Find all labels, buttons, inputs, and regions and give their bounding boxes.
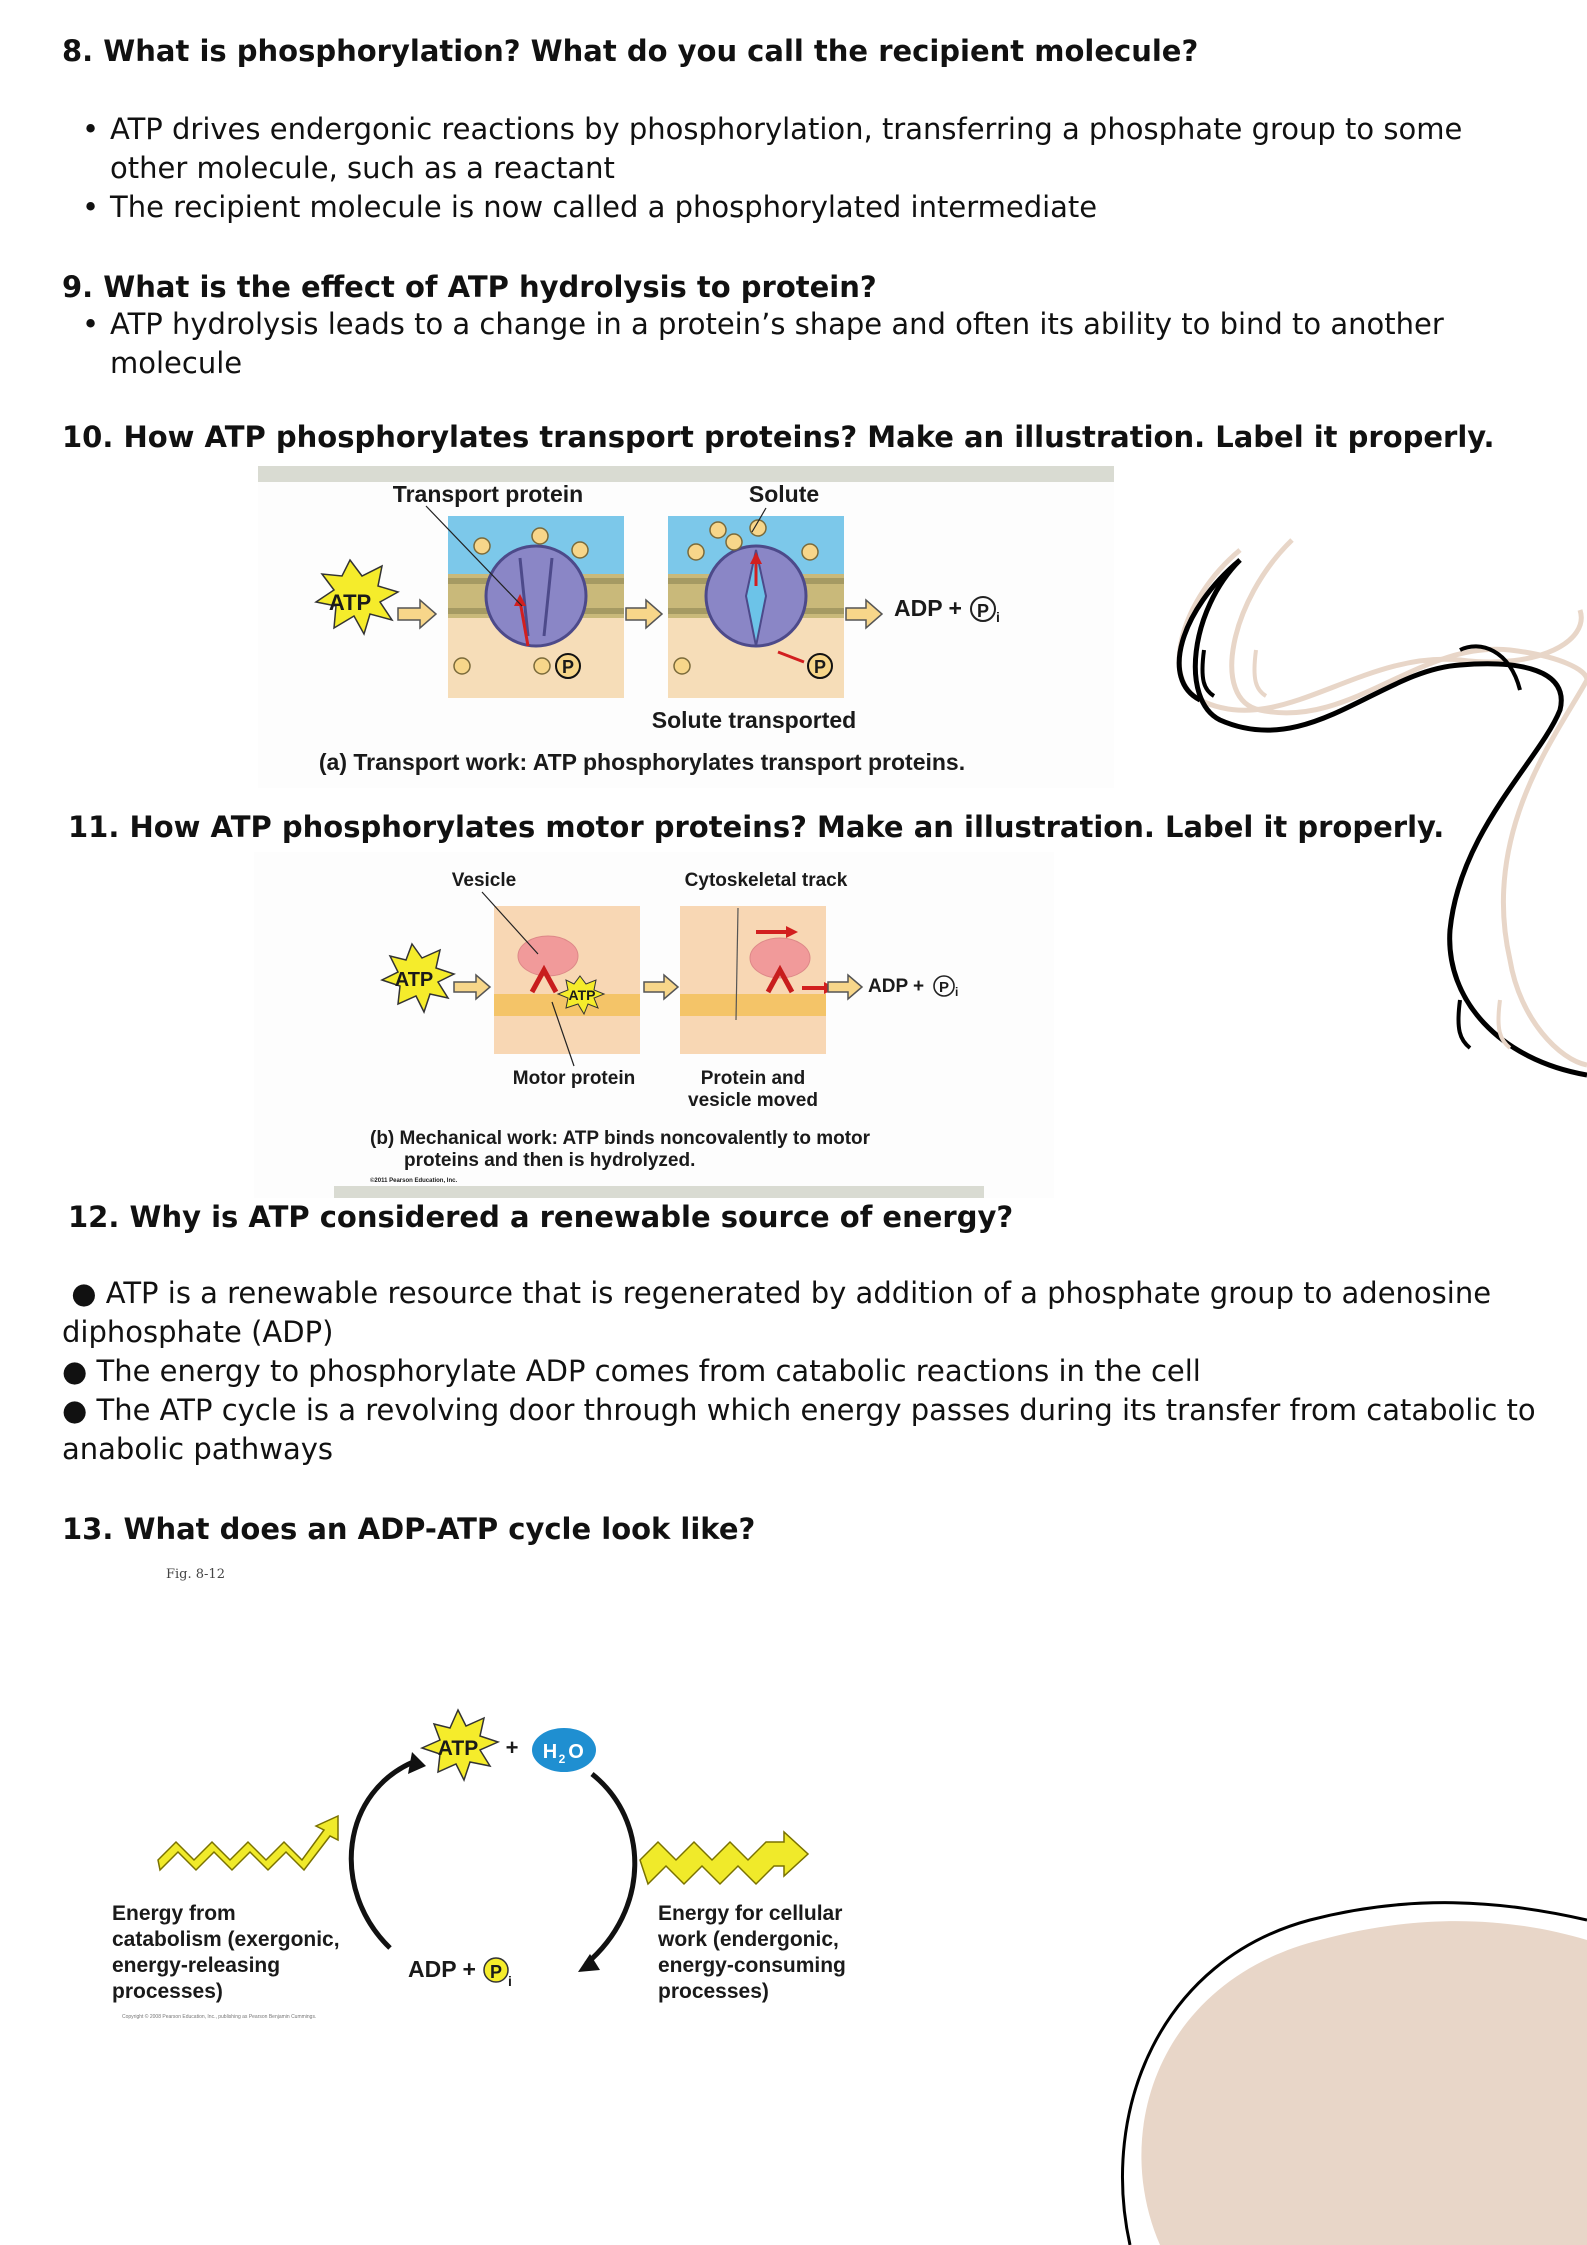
list-item: ● The energy to phosphorylate ADP comes … [62,1354,1201,1388]
decorative-blob [1121,1901,1587,2245]
adp-label: ADP + [868,976,924,997]
q13-title: 13. What does an ADP-ATP cycle look like… [62,1512,756,1546]
arrow-right-icon [625,598,664,630]
motion-arrow-icon [756,926,798,938]
copyright-text: ©2011 Pearson Education, Inc. [370,1177,457,1184]
left-text-4: processes) [112,1980,223,2003]
svg-text:P: P [490,1962,502,1982]
left-text-1: Energy from [112,1902,236,1925]
transport-figure: P P ATP Transport protein Solute ADP + P… [258,466,1114,788]
atp-star [314,558,400,636]
energy-zigzag-right [639,1830,810,1886]
motor-protein-figure: ATP ATP Vesicle Cytoskeletal track ADP +… [254,852,1054,1198]
q8-bullets: ATP drives endergonic reactions by phosp… [62,110,1482,227]
atp-cycle-figure: Fig. 8-12 ATP + H 2 O ADP + P i Energy f… [100,1560,900,2040]
bullet-icon: ● [71,1276,97,1310]
q9-title: 9. What is the effect of ATP hydrolysis … [62,270,877,304]
right-text-3: energy-consuming [658,1954,846,1977]
solute-dots [453,519,819,675]
right-text-1: Energy for cellular [658,1902,842,1925]
moved-label-2: vesicle moved [688,1090,818,1111]
adp-label: ADP + [894,595,962,621]
list-item: ATP drives endergonic reactions by phosp… [62,110,1482,188]
energy-zigzag-left [157,1814,339,1872]
cycle-arc-right [584,1772,638,1966]
svg-text:i: i [955,985,958,999]
svg-text:ATP: ATP [569,987,596,1003]
transport-protein-label: Transport protein [393,481,583,507]
list-item: ATP hydrolysis leads to a change in a pr… [62,305,1542,383]
arrow-right-icon [827,973,864,1001]
figure-top-bar [258,466,1114,482]
svg-text:P: P [562,657,574,677]
copyright-text: Copyright © 2008 Pearson Education, Inc.… [122,2013,316,2020]
q10-title: 10. How ATP phosphorylates transport pro… [62,420,1495,454]
list-item: ● ATP is a renewable resource that is re… [62,1276,1492,1349]
q11-title: 11. How ATP phosphorylates motor protein… [68,810,1445,844]
q12-lines: ● ATP is a renewable resource that is re… [62,1274,1562,1469]
svg-text:+: + [506,1735,519,1760]
figure-bottom-bar [334,1186,984,1198]
left-text-3: energy-releasing [112,1954,280,1977]
list-item: The recipient molecule is now called a p… [62,188,1482,227]
arrow-right-icon [643,973,680,1001]
water-circle [532,1728,596,1772]
motor-caption-2: proteins and then is hydrolyzed. [404,1150,695,1171]
motor-protein-shape [529,964,559,994]
right-text-4: processes) [658,1980,769,2003]
motor-caption-1: (b) Mechanical work: ATP binds noncovale… [370,1128,871,1149]
bullet-icon: ● [62,1354,88,1388]
bullet-icon: ● [62,1393,88,1427]
arrow-right-icon [397,598,438,630]
atp-star [419,1708,501,1782]
fig-label: Fig. 8-12 [166,1567,225,1582]
svg-text:i: i [508,1973,512,1989]
solute-label: Solute [749,481,819,507]
svg-text:O: O [568,1741,584,1763]
svg-text:ATP: ATP [329,590,371,615]
atp-star [380,942,456,1014]
moved-label-1: Protein and [701,1068,806,1089]
solute-transported-label: Solute transported [652,707,856,733]
decorative-swirl [1176,538,1587,1078]
q12-title: 12. Why is ATP considered a renewable so… [68,1200,1014,1234]
left-text-2: catabolism (exergonic, [112,1928,340,1951]
vesicle-label: Vesicle [452,870,516,891]
svg-text:P: P [814,657,826,677]
cytoskeletal-track-label: Cytoskeletal track [685,870,848,891]
svg-text:P: P [977,601,989,621]
svg-text:P: P [939,979,949,996]
transport-protein-shape [484,544,588,648]
transport-caption: (a) Transport work: ATP phosphorylates t… [319,749,965,775]
phosphate-circle [555,653,581,679]
right-text-2: work (endergonic, [657,1928,839,1951]
motor-protein-label: Motor protein [513,1068,635,1089]
q8-title: 8. What is phosphorylation? What do you … [62,34,1199,68]
arrow-right-icon [845,598,884,630]
svg-text:i: i [996,609,1000,625]
svg-text:2: 2 [559,1752,566,1766]
svg-text:ATP: ATP [395,969,434,991]
svg-text:H: H [543,1741,557,1763]
q9-bullets: ATP hydrolysis leads to a change in a pr… [62,305,1542,383]
cycle-arc-left [348,1757,419,1950]
list-item: ● The ATP cycle is a revolving door thro… [62,1393,1536,1466]
svg-text:ATP: ATP [438,1737,478,1760]
arrow-right-icon [453,973,492,1001]
adp-label: ADP + [408,1956,476,1982]
